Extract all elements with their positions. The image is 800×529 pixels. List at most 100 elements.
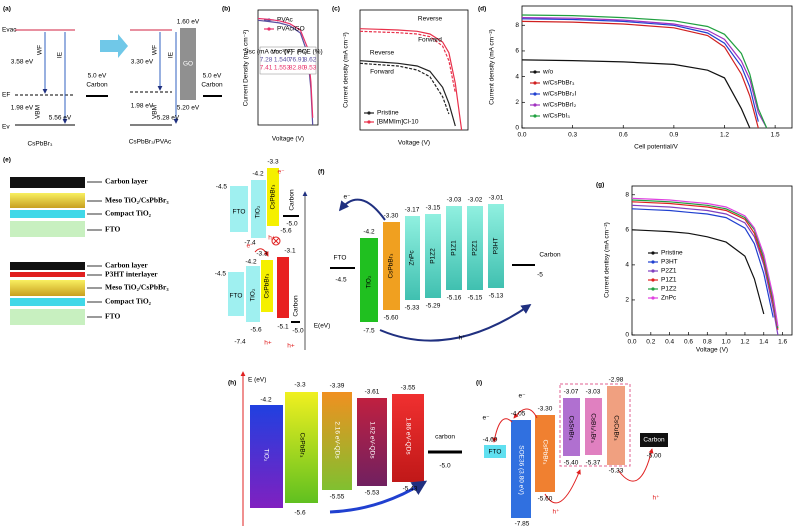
diagram-label: -4.5 <box>215 271 227 278</box>
diagram-label: -5.6 <box>250 327 262 334</box>
y-axis-label: Current Density (mA cm⁻²) <box>243 30 250 107</box>
x-tick-label: 1.4 <box>759 339 768 346</box>
diagram-label: 3.58 eV <box>11 59 34 66</box>
annotation: Forward <box>418 37 442 44</box>
diagram-label: -5.0 <box>286 221 298 228</box>
panel-label: (i) <box>476 380 482 387</box>
y-tick-label: 2 <box>625 297 629 304</box>
series-line <box>257 17 314 118</box>
x-tick-label: 0.6 <box>619 132 628 139</box>
legend-marker <box>533 92 537 96</box>
diagram-label: 1.86 eV-QDs <box>404 417 411 455</box>
series-line <box>631 197 779 327</box>
diagram-label: -7.85 <box>515 521 530 528</box>
legend-marker <box>367 111 371 115</box>
legend-label: w/CsPbI₃ <box>542 113 570 120</box>
diagram-label: -3.03 <box>447 197 462 204</box>
legend-marker <box>651 296 655 300</box>
legend-marker <box>267 27 271 31</box>
diagram-label: 3.30 eV <box>131 59 154 66</box>
diagram-label: -4.60 <box>483 437 498 444</box>
diagram-label: -3.17 <box>405 207 420 214</box>
layer-label: Meso TiO₂/CsPbBr₃ <box>105 196 169 205</box>
y-axis-label: Current dentisy (mA cm⁻²) <box>604 222 611 298</box>
diagram-label: 5.20 eV <box>177 105 200 112</box>
diagram-label: -5.1 <box>277 324 289 331</box>
layer-label: FTO <box>105 312 120 321</box>
diagram-label: CsCuBr₃ <box>612 415 619 441</box>
legend-marker <box>651 251 655 255</box>
table-cell: 7.41 <box>260 65 273 72</box>
diagram-label: WF <box>152 45 159 55</box>
x-tick-label: 0.4 <box>665 339 674 346</box>
diagram-label: CsPbBr₃/PVAc <box>129 139 172 146</box>
diagram-label: -5.0 <box>439 463 451 470</box>
diagram-label: -5.00 <box>647 453 662 460</box>
diagram-label: Carbon <box>86 82 108 89</box>
diagram-label: -5.53 <box>365 490 380 497</box>
panel-f-shapes <box>302 191 535 350</box>
legend-marker <box>651 287 655 291</box>
plot-frame <box>359 9 469 131</box>
diagram-label: -5.29 <box>426 303 441 310</box>
diagram-label: -4.2 <box>260 397 272 404</box>
diagram-label: Carbon <box>643 437 665 444</box>
diagram-label: 5.28 eV <box>157 115 180 122</box>
diagram-label: -5.6 <box>280 228 292 235</box>
legend-label: w/o <box>542 69 554 76</box>
diagram-label: -3.30 <box>538 406 553 413</box>
x-axis-label: Voltage (V) <box>696 347 728 354</box>
layer-label: P3HT interlayer <box>105 270 158 279</box>
table-header: PCE (%) <box>297 49 322 56</box>
diagram-label: e⁻ <box>277 169 285 176</box>
series-line <box>521 17 768 129</box>
diagram-label: -2.98 <box>609 377 624 384</box>
panel-h-shapes <box>240 371 462 526</box>
diagram-label: Evac <box>2 27 17 34</box>
legend-label: PVAc <box>277 17 294 24</box>
diagram-label: -5.16 <box>447 295 462 302</box>
diagram-label: h+ <box>287 343 295 350</box>
table-cell: 1.540 <box>274 57 291 64</box>
legend-marker <box>651 260 655 264</box>
diagram-label: -4.2 <box>245 259 257 266</box>
legend-label: w/CsPbBr₃ <box>542 80 575 87</box>
panel-label: (a) <box>3 6 11 13</box>
legend-marker <box>651 269 655 273</box>
y-axis-label: Current density (mA cm⁻²) <box>343 32 350 108</box>
layer-label: Carbon layer <box>105 177 148 186</box>
diagram-label: -5.13 <box>489 293 504 300</box>
legend-label: w/CsPbBr₂I <box>542 91 576 98</box>
diagram-label: -3.02 <box>468 197 483 204</box>
diagram-label: 1.98 eV <box>11 105 34 112</box>
legend-label: ZnPc <box>661 295 677 302</box>
diagram-label: h⁺ <box>458 335 466 342</box>
series-line <box>359 28 463 131</box>
legend-label: Pristine <box>661 250 683 257</box>
diagram-label: VBM <box>35 105 42 119</box>
layer-label: Compact TiO₂ <box>105 209 152 218</box>
diagram-label: -5 <box>537 272 543 279</box>
diagram-label: 1.60 eV <box>177 19 200 26</box>
x-axis-label: Voltage (V) <box>272 136 304 143</box>
diagram-label: Ev <box>2 124 10 131</box>
diagram-label: -5.55 <box>330 494 345 501</box>
series-line <box>521 18 759 122</box>
diagram-label: P2Z1 <box>472 240 479 256</box>
y-tick-label: 4 <box>625 262 629 269</box>
y-axis-label: Current density (mA cm⁻²) <box>489 29 496 105</box>
x-axis-label: Cell potential/V <box>634 144 678 151</box>
diagram-label: P1Z1 <box>451 240 458 256</box>
annotation: Reverse <box>418 16 443 23</box>
diagram-label: IE <box>57 51 64 58</box>
panel-label: (h) <box>228 380 236 387</box>
diagram-label: P1Z2 <box>430 248 437 264</box>
diagram-label: P3HT <box>493 238 500 255</box>
diagram-label: CsPbBr₃ <box>298 432 305 457</box>
diagram-label: SOE36 (3.80 eV) <box>517 445 524 495</box>
diagram-label: FTO <box>489 449 502 456</box>
x-tick-label: 0.0 <box>517 132 526 139</box>
diagram-label: -5.6 <box>294 510 306 517</box>
diagram-label: Carbon <box>201 82 223 89</box>
diagram-label: 2.16 eV-QDs <box>333 421 340 459</box>
